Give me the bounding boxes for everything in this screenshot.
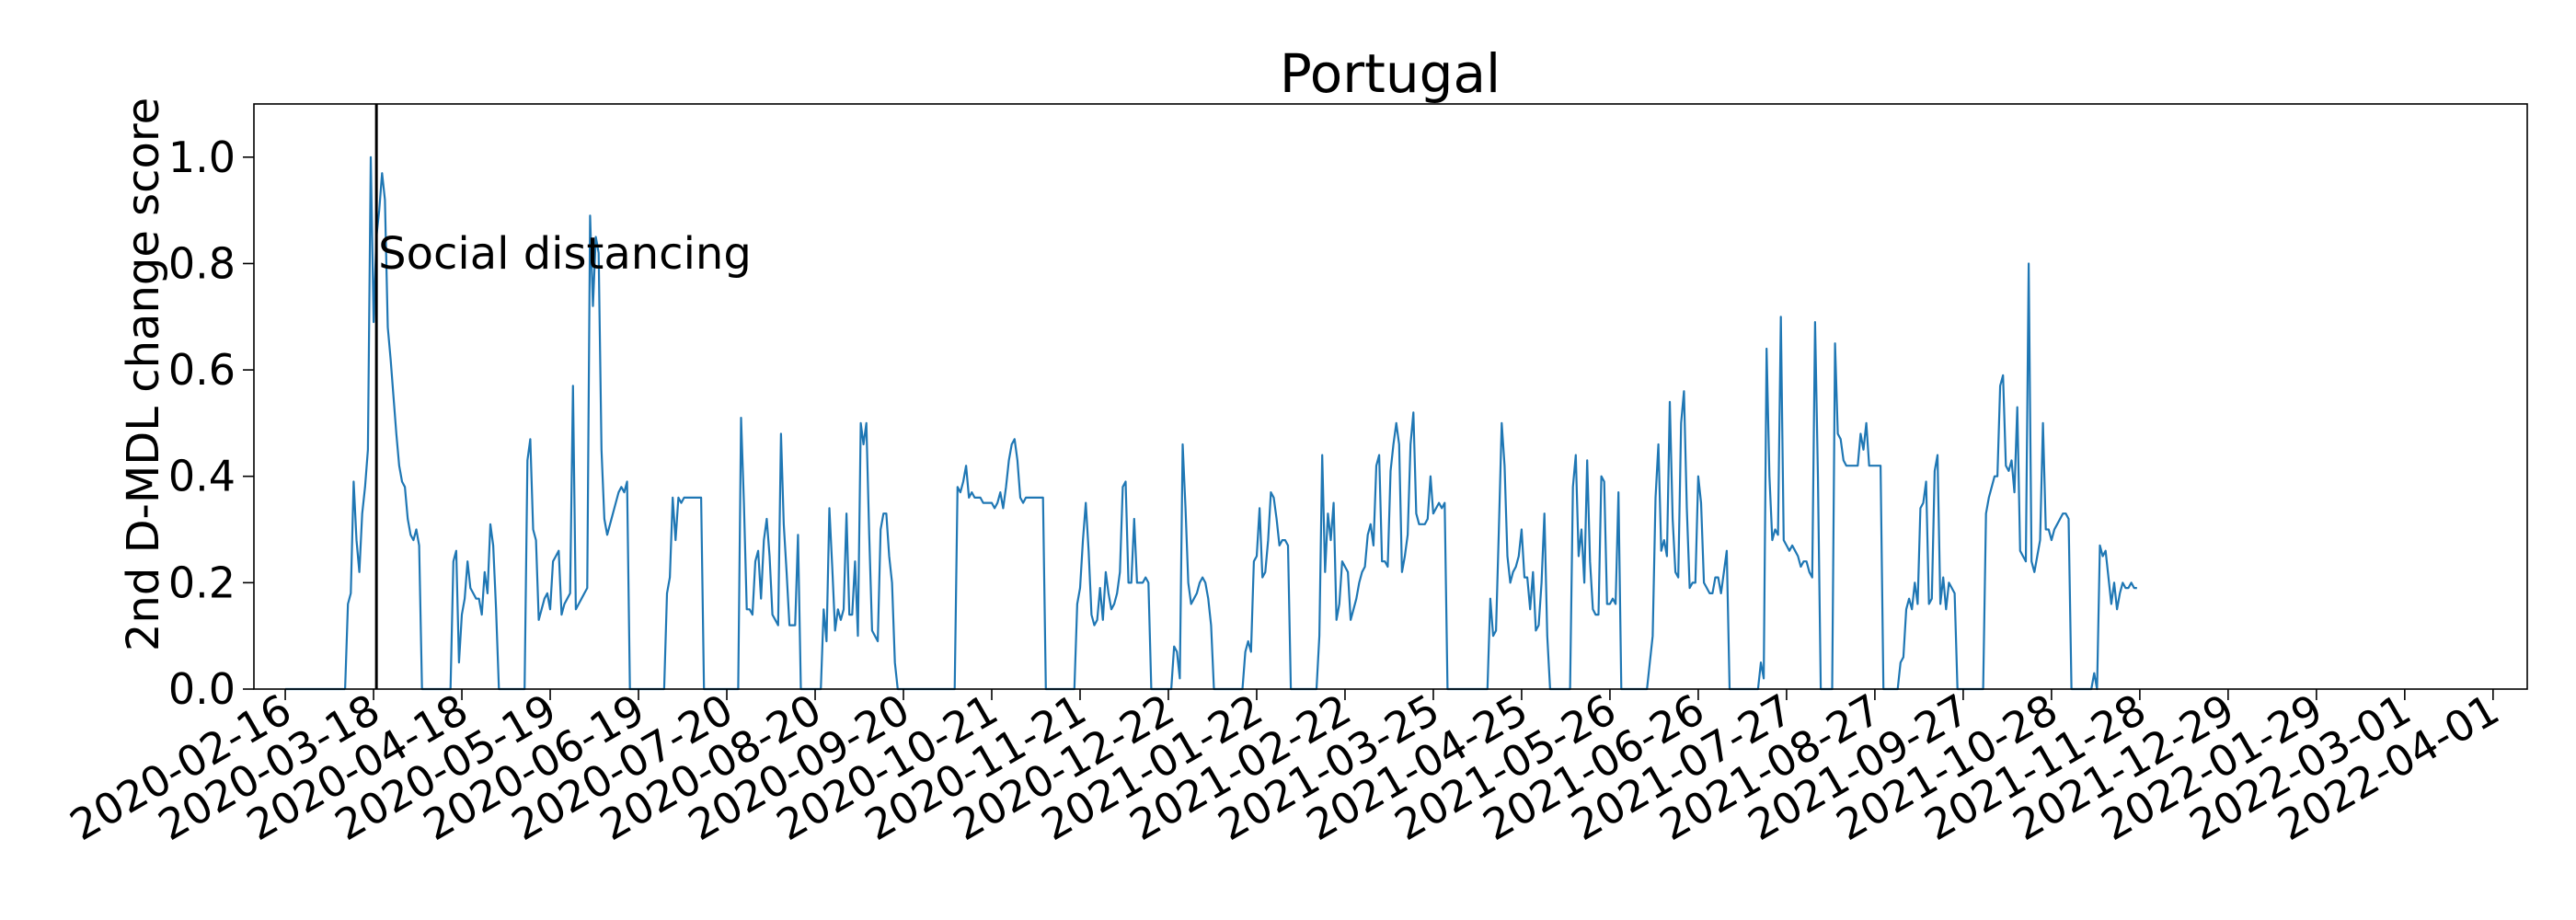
social-distancing-label: Social distancing <box>378 228 752 280</box>
y-tick-label: 0.0 <box>168 664 236 714</box>
chart-title: Portugal <box>1280 42 1501 105</box>
y-tick-label: 0.6 <box>168 345 236 395</box>
y-axis-label: 2nd D-MDL change score <box>118 98 169 651</box>
axes-layer <box>253 103 2528 690</box>
series-line <box>344 155 2137 691</box>
y-tick-label: 0.8 <box>168 238 236 288</box>
y-tick-label: 0.4 <box>168 452 236 501</box>
y-ticks: 0.0 0.2 0.4 0.6 0.8 1.0 <box>168 132 254 714</box>
x-ticks: 2020-02-162020-03-182020-04-182020-05-19… <box>62 684 2507 850</box>
y-tick-label: 0.2 <box>168 558 236 607</box>
y-tick-label: 1.0 <box>168 132 236 182</box>
plot-frame <box>253 103 2528 690</box>
annotation-layer: Social distancing <box>374 104 752 689</box>
